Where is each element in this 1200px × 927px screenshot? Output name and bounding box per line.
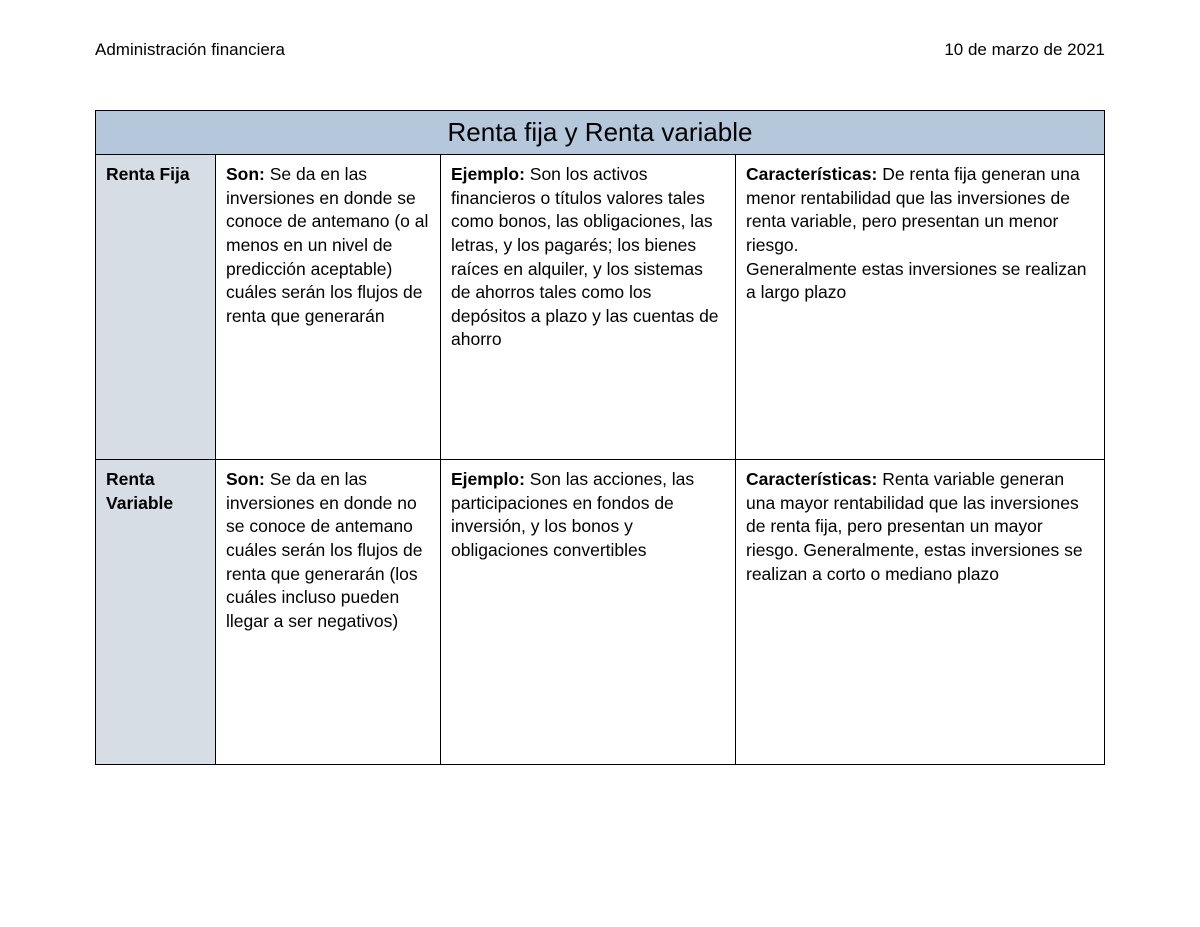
- table-row: Renta Fija Son: Se da en las inversiones…: [96, 155, 1105, 460]
- ejemplo-text: Son los activos financieros o títulos va…: [451, 164, 719, 349]
- row-label-variable: Renta Variable: [96, 460, 216, 765]
- comparison-table: Renta Fija Son: Se da en las inversiones…: [95, 154, 1105, 765]
- cell-ejemplo: Ejemplo: Son los activos financieros o t…: [441, 155, 736, 460]
- row-label-fija: Renta Fija: [96, 155, 216, 460]
- caract-text: De renta fija generan una menor rentabil…: [746, 164, 1086, 302]
- cell-ejemplo: Ejemplo: Son las acciones, las participa…: [441, 460, 736, 765]
- son-label: Son:: [226, 469, 265, 489]
- caract-label: Características:: [746, 469, 877, 489]
- son-text: Se da en las inversiones en donde no se …: [226, 469, 423, 631]
- cell-son: Son: Se da en las inversiones en donde n…: [216, 460, 441, 765]
- cell-caracteristicas: Características: De renta fija generan u…: [736, 155, 1105, 460]
- ejemplo-label: Ejemplo:: [451, 469, 525, 489]
- cell-son: Son: Se da en las inversiones en donde s…: [216, 155, 441, 460]
- document-title: Renta fija y Renta variable: [95, 110, 1105, 154]
- page-header: Administración financiera 10 de marzo de…: [95, 40, 1105, 60]
- table-row: Renta Variable Son: Se da en las inversi…: [96, 460, 1105, 765]
- son-label: Son:: [226, 164, 265, 184]
- ejemplo-label: Ejemplo:: [451, 164, 525, 184]
- caract-label: Características:: [746, 164, 877, 184]
- header-right: 10 de marzo de 2021: [944, 40, 1105, 60]
- son-text: Se da en las inversiones en donde se con…: [226, 164, 428, 326]
- cell-caracteristicas: Características: Renta variable generan …: [736, 460, 1105, 765]
- header-left: Administración financiera: [95, 40, 285, 60]
